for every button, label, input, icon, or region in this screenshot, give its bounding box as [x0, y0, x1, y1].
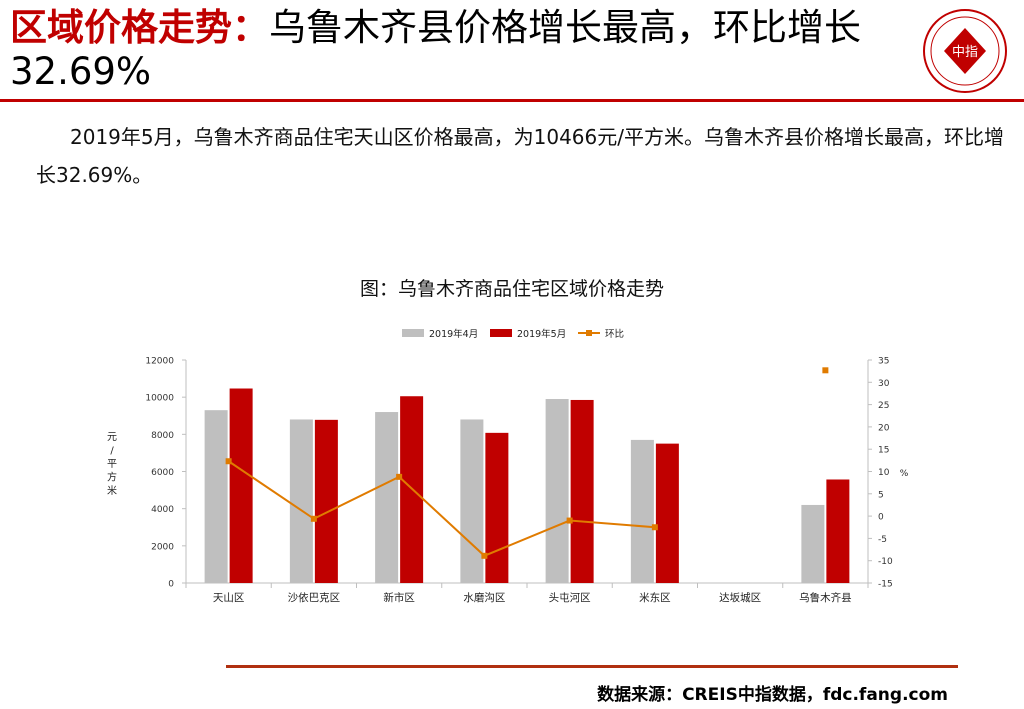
- mom-point: [225, 458, 232, 465]
- bar-apr: [375, 412, 399, 583]
- y2-tick-label: 35: [878, 357, 889, 367]
- x-tick-label: 新市区: [383, 591, 415, 604]
- y-tick-label: 2000: [151, 542, 174, 552]
- title-text: 乌鲁木齐县价格增长最高，环比增长32.69%: [10, 6, 861, 93]
- y-tick-label: 8000: [151, 431, 174, 441]
- x-tick-label: 天山区: [213, 592, 245, 604]
- data-source: 数据来源：CREIS中指数据，fdc.fang.com: [597, 685, 948, 705]
- slide-title: 区域价格走势：乌鲁木齐县价格增长最高，环比增长32.69%: [10, 6, 910, 94]
- mom-point: [566, 517, 573, 524]
- y-tick-label: 6000: [151, 468, 174, 478]
- summary-paragraph: 2019年5月，乌鲁木齐商品住宅天山区价格最高，为10466元/平方米。乌鲁木齐…: [36, 125, 1004, 187]
- logo-text: 中指: [952, 45, 978, 60]
- bar-may: [570, 399, 594, 583]
- y2-tick-label: -10: [878, 557, 893, 567]
- bar-may: [314, 419, 338, 583]
- bar-apr: [630, 439, 654, 583]
- china-index-academy-logo: 中指: [923, 9, 1007, 93]
- bar-may: [229, 388, 253, 583]
- footer-divider: [226, 665, 958, 668]
- y-tick-label: 10000: [145, 394, 174, 404]
- y-axis-label-char: 平: [107, 459, 117, 470]
- x-tick-label: 达坂城区: [719, 592, 761, 604]
- legend-label-may: 2019年5月: [517, 328, 566, 340]
- y-tick-label: 4000: [151, 505, 174, 515]
- mom-point: [651, 524, 658, 531]
- x-tick-label: 水磨沟区: [463, 591, 505, 604]
- y2-tick-label: 0: [878, 513, 884, 523]
- y2-tick-label: -15: [878, 580, 893, 590]
- x-tick-label: 米东区: [639, 591, 671, 604]
- x-tick-label: 沙依巴克区: [288, 591, 341, 604]
- y-axis-label-char: 米: [107, 484, 117, 497]
- y-tick-label: 12000: [145, 357, 174, 367]
- y2-axis-label: %: [900, 469, 909, 479]
- y2-tick-label: -5: [878, 535, 887, 545]
- legend-swatch-may: [490, 329, 512, 337]
- title-highlight: 区域价格走势：: [10, 6, 269, 49]
- bar-may: [826, 479, 850, 583]
- legend-label-mom: 环比: [605, 328, 624, 340]
- legend-marker-mom: [586, 330, 592, 336]
- y2-tick-label: 25: [878, 401, 889, 411]
- y2-tick-label: 15: [878, 446, 889, 456]
- mom-point: [481, 552, 488, 559]
- y-axis-label-char: 方: [107, 471, 117, 484]
- bar-apr: [289, 419, 313, 583]
- mom-point: [310, 515, 317, 522]
- y2-tick-label: 10: [878, 468, 890, 478]
- bar-apr: [545, 399, 569, 583]
- chart-title: 图：乌鲁木齐商品住宅区域价格走势: [359, 278, 664, 300]
- x-tick-label: 乌鲁木齐县: [799, 591, 852, 604]
- y-tick-label: 0: [168, 580, 174, 590]
- legend-swatch-apr: [402, 329, 424, 337]
- y2-tick-label: 30: [878, 379, 890, 389]
- mom-point: [396, 473, 403, 480]
- y-axis-label-char: 元: [107, 432, 117, 443]
- legend-label-apr: 2019年4月: [429, 328, 478, 340]
- mom-point: [822, 367, 829, 374]
- bar-apr: [460, 419, 484, 583]
- title-divider: [0, 99, 1024, 102]
- bar-may: [655, 443, 679, 583]
- y2-tick-label: 5: [878, 490, 884, 500]
- x-tick-label: 头屯河区: [549, 591, 591, 604]
- y2-tick-label: 20: [878, 423, 890, 433]
- bar-apr: [801, 504, 825, 583]
- bar-apr: [204, 410, 228, 583]
- y-axis-label-char: /: [110, 446, 114, 457]
- mom-line: [228, 460, 655, 557]
- bar-may: [485, 432, 509, 583]
